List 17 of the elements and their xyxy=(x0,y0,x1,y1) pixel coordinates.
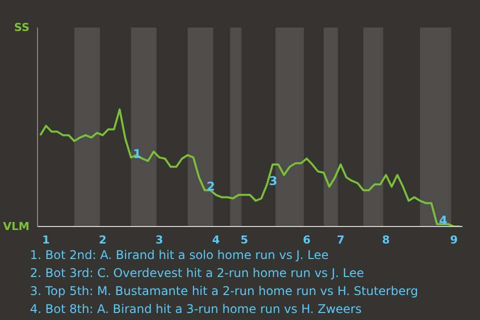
text: 4. Bot 8th: A. Birand hit a 3-run home run vs H. Zweers xyxy=(30,301,363,318)
annotation: 3 xyxy=(269,174,278,188)
x-tick-label: 6 xyxy=(302,234,311,246)
x-tick-label: 2 xyxy=(98,234,106,246)
x-tick-label: 8 xyxy=(382,234,390,246)
x-tick-label: 9 xyxy=(450,234,458,246)
text: 1. Bot 2nd: A. Birand hit a solo home run vs J. Lee xyxy=(30,247,330,264)
text: VLM xyxy=(3,220,30,233)
text: 3. Top 5th: M. Bustamante hit a 2-run home run vs H. Stuterberg xyxy=(30,283,418,300)
x-tick-label: 5 xyxy=(240,234,248,246)
annotation: 2 xyxy=(206,180,216,194)
x-tick-label: 4 xyxy=(212,234,220,246)
x-tick-label: 7 xyxy=(336,234,344,246)
x-tick-label: 3 xyxy=(156,234,164,246)
text: 2. Bot 3rd: C. Overdevest hit a 2-run home run vs J. Lee xyxy=(30,265,366,282)
text: SS xyxy=(14,21,30,34)
x-tick-label: 1 xyxy=(42,234,50,246)
